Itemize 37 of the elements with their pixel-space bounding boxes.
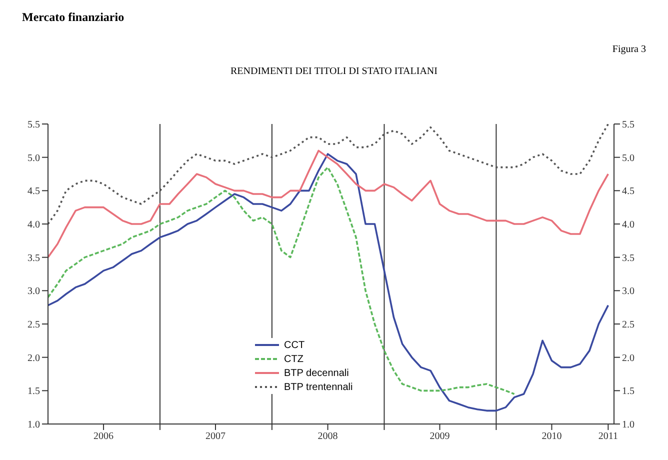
line-series [48, 150, 610, 258]
x-tick-label: 2011 [598, 431, 618, 442]
x-tick-label: 2010 [542, 431, 562, 442]
y2-tick-label: 5.0 [622, 152, 634, 164]
y-tick-label: 4.0 [28, 220, 40, 231]
legend-label: BTP decennali [284, 368, 349, 378]
text: Figura 3 [612, 44, 646, 55]
y-tick-label: 1.0 [28, 420, 40, 431]
line-series [48, 124, 610, 225]
chart-subtitle: Mercato finanziario [22, 10, 124, 25]
y-tick-label: 3.0 [28, 286, 40, 298]
x-tick-label: 2009 [430, 431, 450, 442]
y-tick-label: 5.0 [28, 152, 40, 164]
y2-tick-label: 3.5 [622, 252, 634, 264]
y2-tick-label: 1.5 [622, 386, 634, 398]
y-tick-label: 5.5 [28, 120, 40, 131]
y-tick-label: 4.5 [28, 186, 40, 198]
legend-label: CTZ [284, 354, 304, 364]
y2-tick-label: 4.5 [622, 186, 634, 198]
y2-tick-label: 4.0 [622, 220, 634, 231]
y-tick-label: 2.5 [28, 320, 40, 331]
line-series [48, 153, 610, 412]
chart-title: RENDIMENTI DEI TITOLI DI STATO ITALIANI [230, 66, 438, 77]
y-tick-label: 3.5 [28, 252, 40, 264]
legend-label: CCT [284, 340, 305, 350]
legend-label: BTP trentennali [284, 382, 353, 392]
y-tick-label: 1.5 [28, 386, 40, 398]
y2-tick-label: 3.0 [622, 286, 634, 298]
line-series [48, 166, 516, 395]
x-tick-label: 2007 [206, 431, 226, 442]
y-tick-label: 2.0 [28, 352, 40, 364]
y2-tick-label: 1.0 [622, 420, 634, 431]
x-tick-label: 2008 [318, 431, 338, 442]
x-tick-label: 2006 [94, 431, 114, 442]
y2-tick-label: 2.0 [622, 352, 634, 364]
y2-tick-label: 2.5 [622, 320, 634, 331]
y2-tick-label: 5.5 [622, 120, 634, 131]
